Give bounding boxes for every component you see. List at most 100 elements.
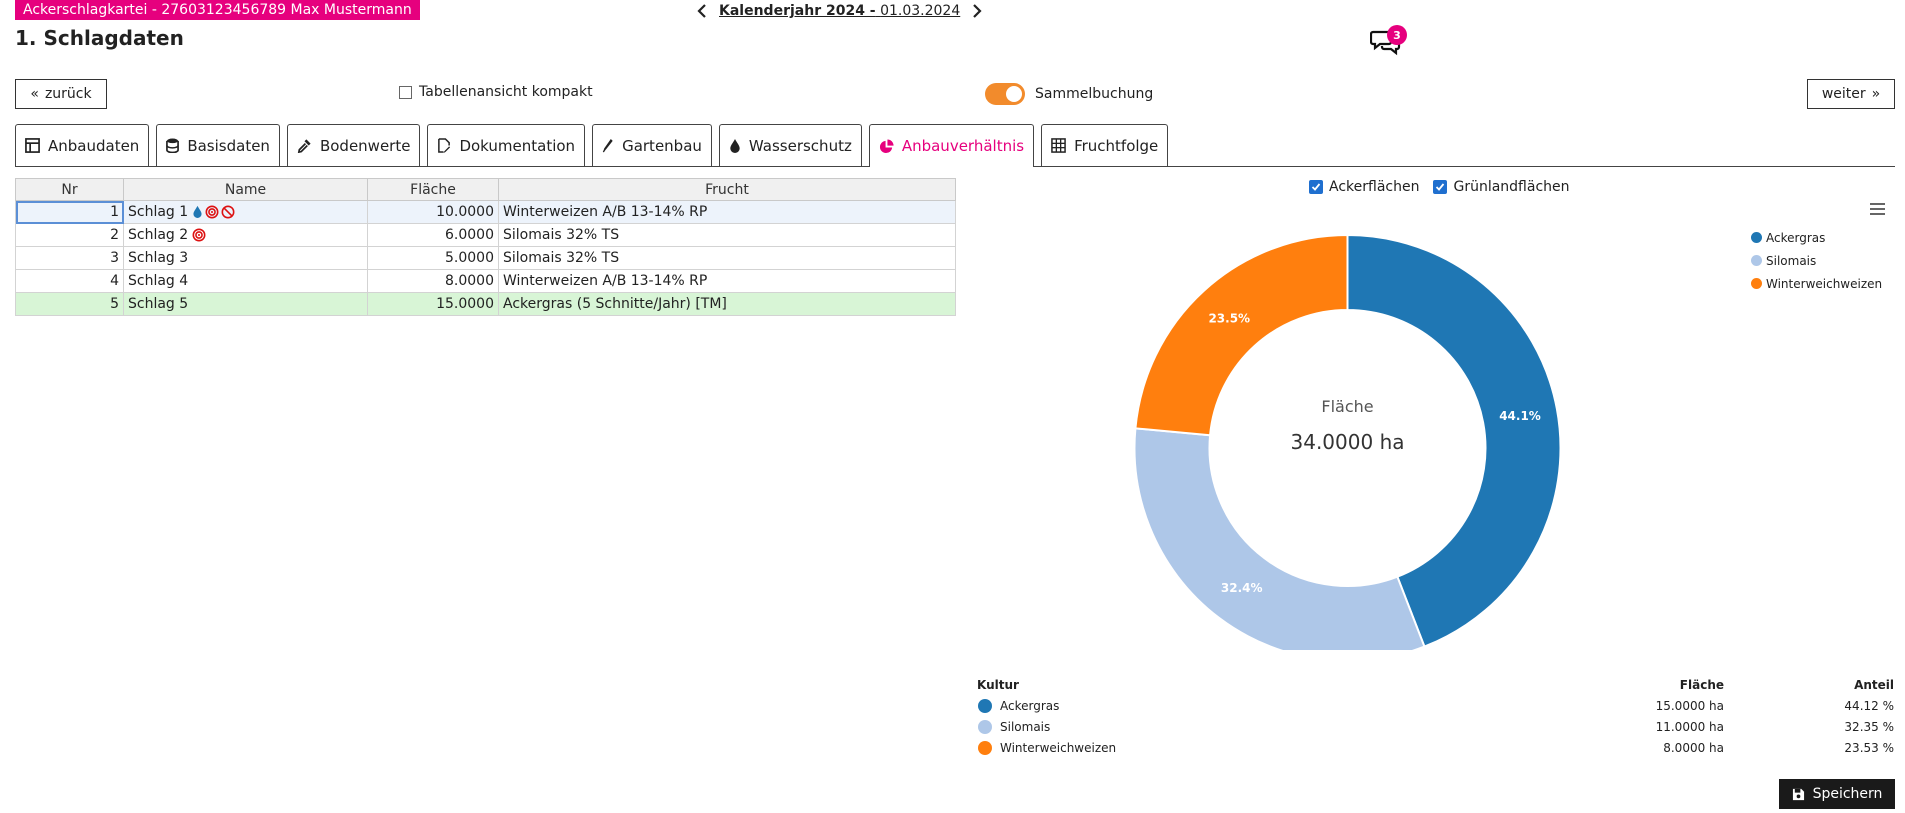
compact-view-checkbox[interactable]: Tabellenansicht kompakt: [399, 84, 593, 100]
tab-fruchtfolge[interactable]: Fruchtfolge: [1041, 124, 1169, 166]
schlag-name: Schlag 1: [128, 204, 189, 220]
document-edit-icon: [438, 138, 451, 153]
double-right-icon: »: [1871, 86, 1881, 102]
cell-nr[interactable]: 1: [15, 200, 124, 224]
cell-nr[interactable]: 5: [15, 292, 124, 316]
cell-flaeche[interactable]: 15.0000: [367, 292, 499, 316]
tab-anbauverhaeltnis[interactable]: Anbauverhältnis: [868, 124, 1035, 167]
app-title-badge: Ackerschlagkartei - 27603123456789 Max M…: [15, 0, 420, 20]
back-button[interactable]: « zurück: [15, 79, 107, 109]
cell-name[interactable]: Schlag 2: [123, 223, 368, 247]
save-label: Speichern: [1812, 786, 1883, 802]
tab-label: Anbaudaten: [48, 136, 140, 155]
grid-icon: [1051, 138, 1066, 153]
legend-label: Winterweichweizen: [1766, 276, 1883, 291]
summary-header-anteil: Anteil: [1854, 677, 1894, 692]
pen-icon: [602, 138, 613, 153]
slice-label: 32.4%: [1221, 581, 1263, 595]
legend-marker: [1751, 232, 1762, 243]
column-header-flaeche[interactable]: Fläche: [367, 178, 499, 201]
table-row[interactable]: 3 Schlag 3 5.0000 Silomais 32% TS: [15, 246, 956, 270]
year-label: Kalenderjahr 2024 -: [719, 3, 876, 19]
chevron-left-icon[interactable]: [695, 4, 709, 18]
donut-chart: 44.1% 32.4% 23.5% Fläche 34.0000 ha: [1133, 233, 1562, 650]
slice-winterweichweizen[interactable]: [1134, 233, 1349, 437]
cell-flaeche[interactable]: 8.0000: [367, 269, 499, 293]
summary-color-marker: [978, 698, 992, 713]
cell-frucht[interactable]: Winterweizen A/B 13-14% RP: [498, 269, 956, 293]
checkbox-checked-icon[interactable]: [1309, 180, 1323, 194]
table-row[interactable]: 1 Schlag 1 10.0000 Winterweizen A/B 13-1…: [15, 200, 956, 224]
gruenlandflaechen-label: Grünlandflächen: [1453, 179, 1570, 195]
tab-basisdaten[interactable]: Basisdaten: [156, 124, 280, 166]
chat-button[interactable]: 3: [1369, 25, 1407, 56]
column-header-frucht[interactable]: Frucht: [498, 178, 956, 201]
checkbox-box[interactable]: [399, 85, 412, 99]
cell-frucht[interactable]: Silomais 32% TS: [498, 223, 956, 247]
pie-chart-icon: [879, 138, 894, 153]
hamburger-menu-icon: [1870, 203, 1885, 215]
schlag-name: Schlag 2: [128, 227, 189, 243]
ackerflaechen-label: Ackerflächen: [1329, 179, 1420, 195]
summary-flaeche: 11.0000 ha: [1655, 719, 1724, 734]
cell-flaeche[interactable]: 6.0000: [367, 223, 499, 247]
slice-label: 44.1%: [1499, 409, 1541, 423]
compact-view-label: Tabellenansicht kompakt: [419, 84, 593, 100]
table-row[interactable]: 5 Schlag 5 15.0000 Ackergras (5 Schnitte…: [15, 292, 956, 316]
double-left-icon: «: [30, 86, 39, 102]
cell-name[interactable]: Schlag 1: [123, 200, 368, 224]
checkbox-checked-icon[interactable]: [1433, 180, 1448, 194]
slice-label: 23.5%: [1208, 311, 1250, 325]
summary-anteil: 23.53 %: [1844, 740, 1894, 755]
column-header-name[interactable]: Name: [123, 178, 368, 201]
cell-nr[interactable]: 3: [15, 246, 124, 270]
tab-anbaudaten[interactable]: Anbaudaten: [15, 124, 150, 166]
tab-wasserschutz[interactable]: Wasserschutz: [718, 124, 862, 166]
year-date-link[interactable]: Kalenderjahr 2024 - 01.03.2024: [719, 3, 960, 19]
cell-nr[interactable]: 2: [15, 223, 124, 247]
save-button[interactable]: Speichern: [1779, 779, 1895, 809]
cell-frucht[interactable]: Ackergras (5 Schnitte/Jahr) [TM]: [498, 292, 956, 316]
cell-frucht[interactable]: Winterweizen A/B 13-14% RP: [498, 200, 956, 224]
gruenlandflaechen-checkbox[interactable]: Grünlandflächen: [1433, 179, 1570, 195]
legend-item[interactable]: Silomais: [1751, 249, 1882, 272]
cell-nr[interactable]: 4: [15, 269, 124, 293]
tab-bodenwerte[interactable]: Bodenwerte: [286, 124, 421, 166]
summary-color-marker: [978, 719, 992, 734]
next-button[interactable]: weiter »: [1807, 79, 1895, 109]
summary-header-flaeche: Fläche: [1679, 677, 1724, 692]
tab-label: Fruchtfolge: [1074, 136, 1159, 155]
slice-silomais[interactable]: [1133, 427, 1426, 650]
cell-flaeche[interactable]: 5.0000: [367, 246, 499, 270]
slice-ackergras[interactable]: [1346, 233, 1562, 648]
summary-row: Winterweichweizen 8.0000 ha 23.53 %: [977, 737, 1894, 758]
tab-gartenbau[interactable]: Gartenbau: [592, 124, 712, 166]
summary-row: Ackergras 15.0000 ha 44.12 %: [977, 695, 1894, 716]
table-row[interactable]: 4 Schlag 4 8.0000 Winterweizen A/B 13-14…: [15, 269, 956, 293]
tab-label: Anbauverhältnis: [901, 137, 1025, 155]
table-header-row: Nr Name Fläche Frucht: [15, 178, 956, 201]
column-header-nr[interactable]: Nr: [15, 178, 124, 201]
cell-flaeche[interactable]: 10.0000: [367, 200, 499, 224]
sammelbuchung-toggle[interactable]: [985, 83, 1025, 105]
table-layout-icon: [25, 138, 40, 153]
table-row[interactable]: 2 Schlag 2 6.0000 Silomais 32% TS: [15, 223, 956, 247]
cell-name[interactable]: Schlag 3: [123, 246, 368, 270]
cell-name[interactable]: Schlag 5: [123, 292, 368, 316]
chevron-right-icon[interactable]: [970, 4, 984, 18]
legend-marker: [1751, 255, 1762, 266]
tab-dokumentation[interactable]: Dokumentation: [427, 124, 586, 166]
cell-name[interactable]: Schlag 4: [123, 269, 368, 293]
eyedropper-icon: [297, 139, 311, 153]
floppy-disk-icon: [1792, 788, 1804, 800]
summary-kultur: Silomais: [1000, 719, 1051, 734]
chart-menu-button[interactable]: [1869, 202, 1886, 220]
date-label: 01.03.2024: [880, 3, 961, 19]
legend-item[interactable]: Winterweichweizen: [1751, 272, 1882, 295]
summary-kultur: Ackergras: [1000, 698, 1060, 713]
ackerflaechen-checkbox[interactable]: Ackerflächen: [1309, 179, 1419, 195]
chart-legend: Ackergras Silomais Winterweichweizen: [1751, 226, 1882, 295]
tab-label: Gartenbau: [622, 136, 702, 155]
cell-frucht[interactable]: Silomais 32% TS: [498, 246, 956, 270]
legend-item[interactable]: Ackergras: [1751, 226, 1882, 249]
